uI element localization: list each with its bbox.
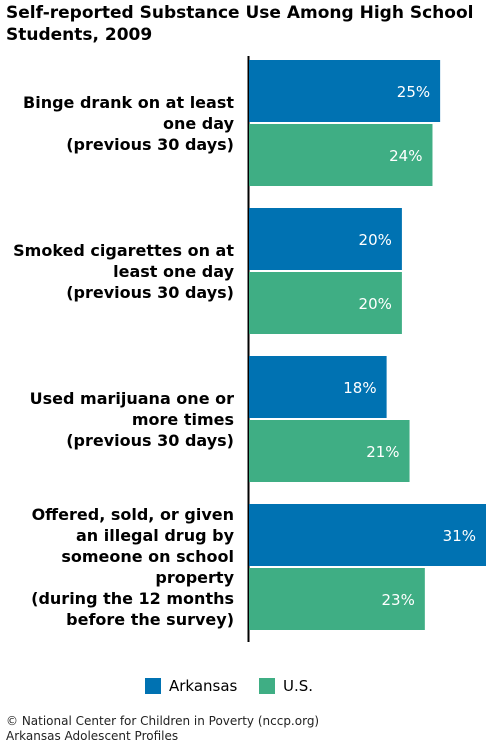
bar-us-2 [249,420,410,482]
bar-us-3 [249,568,425,630]
data-label-us-3: 23% [381,591,414,609]
data-label-arkansas-1: 20% [359,231,392,249]
bar-arkansas-2 [249,356,387,418]
category-label-line: Smoked cigarettes on at [13,240,234,260]
data-label-arkansas-0: 25% [397,83,430,101]
bar-us-1 [249,272,402,334]
category-label-1: Smoked cigarettes on at least one day (pre… [0,240,234,303]
category-label-line: least one day [113,261,234,281]
copyright-line: © National Center for Children in Povert… [6,714,320,728]
category-label-line: Binge drank on at least [23,92,234,112]
data-label-arkansas-2: 18% [343,379,376,397]
legend-item-arkansas: Arkansas [145,677,237,695]
bar-arkansas-0 [249,60,441,122]
category-label-line: Offered, sold, or given [31,505,234,524]
category-label-line: property [155,568,234,587]
bar-arkansas-3 [249,504,486,566]
category-label-line: (during the 12 months [31,589,234,608]
chart-title: Self-reported Substance Use Among High S… [6,3,474,45]
bar-chart: 25% 24% 20% 20% 18% 21% 31% 23% [247,56,486,642]
legend-item-us: U.S. [259,677,313,695]
legend-label-arkansas: Arkansas [169,677,238,695]
category-label-line: (previous 30 days) [66,134,234,154]
data-label-arkansas-3: 31% [443,527,476,545]
legend-label-us: U.S. [283,677,314,695]
source-line: Arkansas Adolescent Profiles [6,729,179,743]
category-label-line: before the survey) [66,610,234,629]
footer: © National Center for Children in Povert… [6,714,319,744]
data-label-us-0: 24% [389,147,422,165]
data-label-us-1: 20% [359,295,392,313]
legend: Arkansas U.S. [0,677,498,699]
category-label-line: an illegal drug by [75,526,234,545]
category-label-line: (previous 30 days) [66,430,234,450]
category-label-line: (previous 30 days) [66,282,234,302]
legend-swatch-arkansas [145,678,161,694]
bar-arkansas-1 [249,208,402,270]
category-label-2: Used marijuana one or more times (previous… [0,388,234,451]
category-label-line: one day [163,113,234,133]
category-label-line: Used marijuana one or [29,388,234,408]
category-label-3: Offered, sold, or given an illegal drug b… [0,504,234,630]
category-label-line: someone on school [61,547,234,566]
legend-swatch-us [259,678,275,694]
category-label-line: more times [131,409,234,429]
category-label-0: Binge drank on at least one day (previous … [0,92,234,155]
data-label-us-2: 21% [366,443,399,461]
bar-us-0 [249,124,433,186]
